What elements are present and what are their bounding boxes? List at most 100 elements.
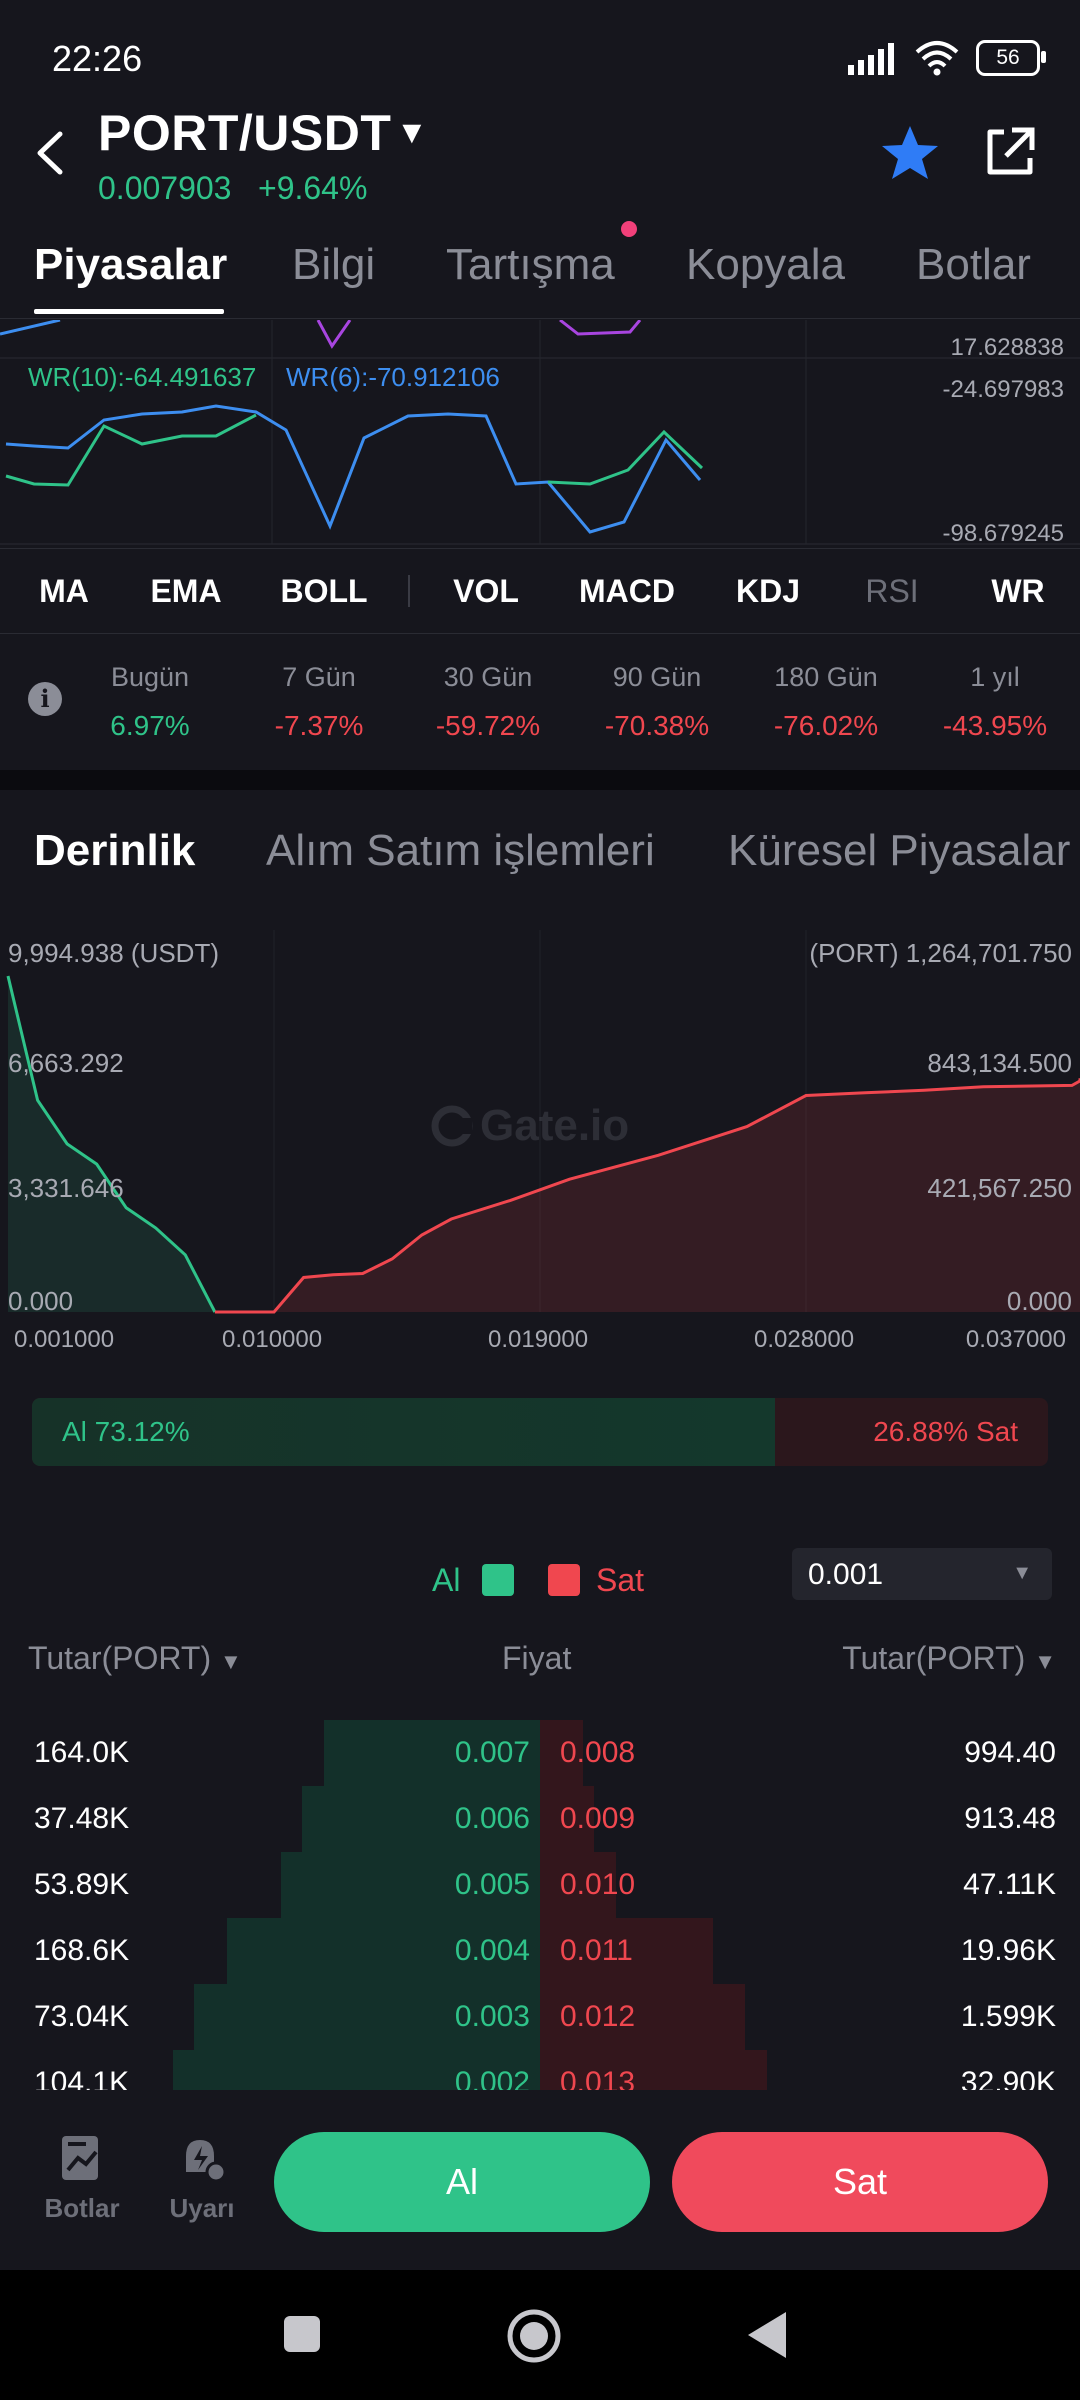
- perf-label-90d: 90 Gün: [612, 662, 702, 692]
- orderbook-row[interactable]: 164.0K 0.007 0.008 994.40: [0, 1720, 1080, 1786]
- ask-depth-bar: [540, 2050, 767, 2090]
- orderbook-row[interactable]: 37.48K 0.006 0.009 913.48: [0, 1786, 1080, 1852]
- home-icon[interactable]: [506, 2308, 562, 2364]
- pair-change: +9.64%: [258, 170, 368, 206]
- ask-depth-bar: [540, 1786, 594, 1852]
- depth-chart[interactable]: Gate.io: [0, 930, 1080, 1320]
- orderbook-col-ask-amount[interactable]: Tutar(PORT) ▼: [842, 1640, 1056, 1676]
- bid-price: 0.005: [454, 1868, 530, 1901]
- tab-tartisma[interactable]: Tartışma: [446, 240, 615, 289]
- indicator-rsi[interactable]: RSI: [865, 573, 919, 609]
- orderbook-row[interactable]: 53.89K 0.005 0.010 47.11K: [0, 1852, 1080, 1918]
- bots-nav-item[interactable]: Botlar: [32, 2132, 132, 2224]
- tab-kopyala[interactable]: Kopyala: [686, 240, 846, 289]
- bid-price: 0.003: [454, 2000, 530, 2033]
- bid-amount: 168.6K: [34, 1934, 130, 1967]
- indicator-ema[interactable]: EMA: [150, 573, 222, 609]
- alert-icon: [186, 2140, 227, 2183]
- precision-value: 0.001: [808, 1558, 884, 1591]
- bid-amount: 53.89K: [34, 1868, 130, 1901]
- legend-sell-label: Sat: [596, 1562, 645, 1598]
- bots-icon: [62, 2136, 98, 2180]
- tab-bilgi[interactable]: Bilgi: [292, 240, 376, 289]
- indicator-separator: [408, 575, 410, 607]
- orderbook-row[interactable]: 73.04K 0.003 0.012 1.599K: [0, 1984, 1080, 2050]
- orderbook-col-ask-amount-label: Tutar(PORT): [842, 1640, 1026, 1676]
- status-icons: 56: [846, 38, 1046, 78]
- orderbook-col-bid-amount[interactable]: Tutar(PORT) ▼: [28, 1640, 242, 1676]
- depth-right-axis-2: 843,134.500: [927, 1048, 1072, 1078]
- depth-x-tick-2: 0.019000: [488, 1326, 589, 1353]
- ask-depth-area: [214, 1078, 1080, 1312]
- ask-price: 0.008: [560, 1736, 636, 1769]
- bid-depth-bar: [226, 1918, 540, 1984]
- alerts-nav-item[interactable]: Uyarı: [152, 2132, 252, 2224]
- orderbook-col-price: Fiyat: [502, 1640, 572, 1676]
- ask-amount: 19.96K: [960, 1934, 1056, 1967]
- sell-button[interactable]: Sat: [672, 2132, 1048, 2232]
- action-bar: Botlar Uyarı Al Sat: [0, 2090, 1080, 2270]
- wifi-icon: [915, 41, 959, 76]
- bid-depth-area: [8, 976, 215, 1312]
- precision-dropdown[interactable]: 0.001 ▼: [792, 1548, 1052, 1600]
- star-icon[interactable]: [880, 124, 940, 182]
- orderbook-row[interactable]: 168.6K 0.004 0.011 19.96K: [0, 1918, 1080, 1984]
- indicator-boll[interactable]: BOLL: [280, 573, 368, 609]
- battery-icon: 56: [976, 40, 1046, 76]
- share-icon[interactable]: [982, 124, 1038, 180]
- bid-price: 0.006: [454, 1802, 530, 1835]
- signal-icon: [848, 43, 894, 75]
- depth-right-axis-0: 0.000: [1006, 1286, 1072, 1316]
- alerts-nav-label: Uyarı: [169, 2193, 235, 2223]
- indicator-ma[interactable]: MA: [39, 573, 89, 609]
- perf-label-today: Bugün: [110, 662, 190, 692]
- square-icon[interactable]: [282, 2314, 322, 2354]
- notification-dot: [621, 221, 637, 237]
- pair-title[interactable]: PORT/USDT: [98, 105, 392, 161]
- ask-amount: 47.11K: [963, 1868, 1056, 1901]
- section-divider: [0, 770, 1080, 790]
- wr-indicator-chart[interactable]: [0, 320, 1080, 546]
- info-icon[interactable]: i: [28, 682, 62, 716]
- perf-label-7d: 7 Gün: [282, 662, 356, 692]
- back-arrow-icon[interactable]: [30, 126, 74, 180]
- back-triangle-icon[interactable]: [746, 2310, 788, 2360]
- ask-price: 0.011: [560, 1934, 633, 1967]
- ask-amount: 32.90K: [960, 2066, 1056, 2090]
- indicator-macd[interactable]: MACD: [579, 573, 675, 609]
- bid-price: 0.004: [454, 1934, 530, 1967]
- ask-depth-line: [214, 1078, 1080, 1314]
- indicator-kdj[interactable]: KDJ: [735, 573, 801, 609]
- wr-axis-bottom: -98.679245: [942, 520, 1064, 547]
- bid-price: 0.007: [454, 1736, 530, 1769]
- bid-depth-line: [6, 975, 217, 1313]
- ask-amount: 1.599K: [960, 2000, 1056, 2033]
- pair-price: 0.007903: [98, 170, 232, 206]
- tab-kuresel-piyasalar[interactable]: Küresel Piyasalar: [728, 826, 1071, 875]
- buy-ratio-fill: [32, 1398, 775, 1466]
- buy-sell-ratio-bar: Al 73.12% 26.88% Sat: [32, 1398, 1048, 1466]
- ask-depth-bar: [540, 1720, 584, 1786]
- bid-depth-bar: [194, 1984, 540, 2050]
- depth-left-axis-1: 3,331.646: [8, 1173, 124, 1203]
- caret-down-icon[interactable]: ▼: [396, 114, 428, 150]
- legend-sell-swatch: [548, 1564, 580, 1596]
- buy-button[interactable]: Al: [274, 2132, 650, 2232]
- depth-x-tick-1: 0.010000: [222, 1326, 323, 1353]
- perf-label-1y: 1 yıl: [970, 662, 1020, 692]
- wr-axis-top: -24.697983: [942, 376, 1064, 403]
- active-tab-indicator: [34, 309, 224, 314]
- depth-left-axis-max: 9,994.938 (USDT): [8, 938, 219, 968]
- indicator-wr[interactable]: WR: [991, 573, 1045, 609]
- tab-botlar[interactable]: Botlar: [916, 240, 1031, 289]
- ask-price: 0.012: [560, 2000, 636, 2033]
- tab-piyasalar[interactable]: Piyasalar: [34, 240, 228, 289]
- bid-amount: 164.0K: [34, 1736, 130, 1769]
- orderbook-row[interactable]: 104.1K 0.002 0.013 32.90K: [0, 2050, 1080, 2090]
- tab-alim-satim[interactable]: Alım Satım işlemleri: [266, 826, 655, 875]
- indicator-vol[interactable]: VOL: [453, 573, 519, 609]
- tab-derinlik[interactable]: Derinlik: [34, 826, 196, 875]
- bid-depth-bar: [280, 1852, 540, 1918]
- perf-value-today: 6.97%: [110, 710, 190, 741]
- watermark-text: Gate.io: [480, 1101, 629, 1150]
